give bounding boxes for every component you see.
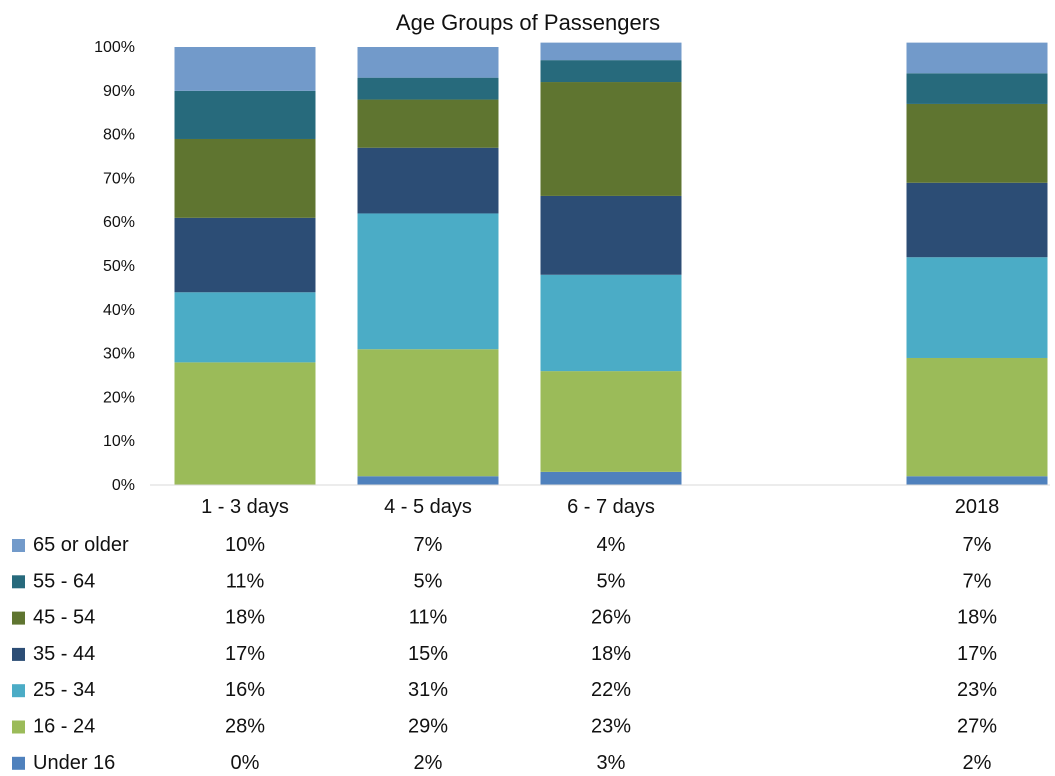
data-table-value: 5% — [597, 570, 626, 592]
legend-label: 55 - 64 — [33, 570, 95, 592]
y-tick-label: 10% — [103, 433, 135, 450]
data-table-value: 10% — [225, 534, 265, 556]
data-table-value: 7% — [963, 534, 992, 556]
bar-segment — [174, 362, 316, 485]
data-table-value: 0% — [231, 752, 260, 774]
legend-label: Under 16 — [33, 752, 115, 774]
y-tick-label: 70% — [103, 170, 135, 187]
bar-segment — [540, 60, 682, 83]
data-table-value: 17% — [957, 643, 997, 665]
x-category-label: 2018 — [955, 496, 1000, 518]
data-table-value: 18% — [957, 607, 997, 629]
bar-stack — [357, 47, 499, 485]
bar-segment — [540, 274, 682, 372]
bar-segment — [357, 147, 499, 214]
data-table-value: 26% — [591, 607, 631, 629]
y-tick-label: 0% — [112, 477, 135, 494]
y-tick-label: 20% — [103, 389, 135, 406]
data-table: 65 or older 10% 7% 4% 7% 55 - 64 11% 5% 5% 7% 45 -… — [12, 534, 997, 774]
legend-swatch — [12, 539, 25, 552]
bar-segment — [357, 77, 499, 100]
bar-segment — [540, 471, 682, 485]
bar-segment — [540, 371, 682, 472]
legend-swatch — [12, 647, 25, 661]
bar-segment — [906, 257, 1048, 358]
legend-label: 35 - 44 — [33, 643, 95, 665]
bar-segment — [540, 195, 682, 275]
data-table-value: 11% — [409, 607, 448, 629]
data-table-value: 23% — [957, 679, 997, 701]
y-tick-label: 50% — [103, 258, 135, 275]
y-tick-label: 30% — [103, 346, 135, 363]
bar-segment — [906, 476, 1048, 485]
bar-segment — [906, 357, 1048, 477]
data-table-value: 31% — [408, 679, 448, 701]
data-table-value: 7% — [963, 570, 992, 592]
data-table-value: 3% — [597, 752, 626, 774]
x-category-label: 1 - 3 days — [201, 496, 289, 518]
data-table-value: 22% — [591, 679, 631, 701]
bar-segment — [174, 292, 316, 363]
bar-stack — [906, 42, 1048, 485]
data-table-value: 2% — [414, 752, 443, 774]
legend-label: 25 - 34 — [33, 679, 95, 701]
bar-segment — [174, 90, 316, 139]
bar-segment — [906, 73, 1048, 104]
bar-segment — [540, 42, 682, 61]
legend-label: 45 - 54 — [33, 607, 95, 629]
data-table-value: 17% — [225, 643, 265, 665]
chart-title: Age Groups of Passengers — [396, 10, 660, 35]
data-table-value: 23% — [591, 716, 631, 738]
data-table-value: 28% — [225, 716, 265, 738]
y-tick-label: 40% — [103, 302, 135, 319]
bar-stack — [174, 47, 316, 485]
bar-segment — [540, 82, 682, 196]
legend-label: 16 - 24 — [33, 716, 95, 738]
legend-swatch — [12, 684, 25, 698]
data-table-value: 5% — [414, 570, 443, 592]
legend-swatch — [12, 611, 25, 625]
bar-segment — [357, 476, 499, 485]
y-tick-label: 90% — [103, 83, 135, 100]
bar-segment — [357, 99, 499, 148]
data-table-value: 2% — [963, 752, 992, 774]
data-table-value: 18% — [225, 607, 265, 629]
y-axis: 0% 10% 20% 30% 40% 50% 60% 70% 80% 90% 100% — [94, 39, 135, 494]
y-tick-label: 100% — [94, 39, 135, 56]
data-table-value: 4% — [597, 534, 626, 556]
bar-segment — [906, 182, 1048, 258]
category-labels: 1 - 3 days 4 - 5 days 6 - 7 days 2018 — [201, 496, 999, 518]
bar-segment — [174, 217, 316, 293]
bar-segment — [357, 47, 499, 78]
data-table-value: 11% — [226, 570, 265, 592]
bar-segment — [906, 103, 1048, 183]
legend-label: 65 or older — [33, 534, 129, 556]
x-category-label: 4 - 5 days — [384, 496, 472, 518]
y-tick-label: 60% — [103, 214, 135, 231]
data-table-value: 7% — [414, 534, 443, 556]
bar-stack — [540, 42, 682, 485]
bar-segment — [906, 42, 1048, 74]
data-table-value: 27% — [957, 716, 997, 738]
legend-swatch — [12, 756, 25, 770]
bars — [174, 42, 1048, 485]
bar-segment — [357, 349, 499, 477]
data-table-value: 16% — [225, 679, 265, 701]
data-table-value: 18% — [591, 643, 631, 665]
data-table-value: 29% — [408, 716, 448, 738]
x-category-label: 6 - 7 days — [567, 496, 655, 518]
data-table-value: 15% — [408, 643, 448, 665]
legend-swatch — [12, 575, 25, 589]
bar-segment — [174, 138, 316, 218]
legend-swatch — [12, 720, 25, 734]
bar-segment — [174, 47, 316, 91]
y-tick-label: 80% — [103, 127, 135, 144]
bar-segment — [357, 213, 499, 350]
